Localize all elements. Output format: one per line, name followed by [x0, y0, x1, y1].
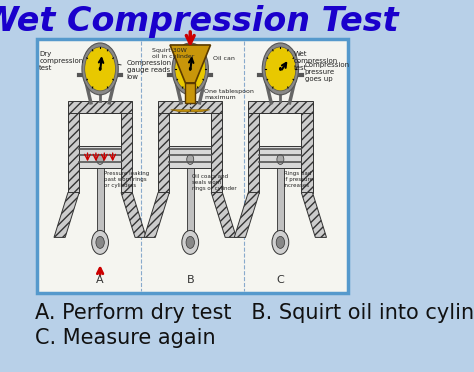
Bar [248, 101, 312, 113]
Bar [211, 113, 222, 193]
Circle shape [272, 230, 289, 254]
Bar [259, 146, 301, 168]
Text: Rings bad
if pressure
increases: Rings bad if pressure increases [284, 171, 313, 188]
Polygon shape [301, 193, 327, 237]
Polygon shape [171, 110, 210, 112]
Text: Oil coats and
seals worn
rings or cylinder: Oil coats and seals worn rings or cylind… [191, 174, 236, 191]
Circle shape [85, 47, 116, 91]
Polygon shape [54, 193, 79, 237]
Bar [158, 101, 222, 113]
Circle shape [186, 236, 194, 248]
Circle shape [277, 154, 284, 164]
Text: Pressure leaking
past worn rings
or cylinders: Pressure leaking past worn rings or cyli… [104, 171, 149, 188]
Circle shape [276, 236, 284, 248]
Circle shape [279, 67, 282, 71]
Text: A: A [96, 275, 104, 285]
Text: Dry
compression
test: Dry compression test [39, 51, 83, 71]
Circle shape [182, 230, 199, 254]
Circle shape [265, 47, 296, 91]
Circle shape [97, 154, 104, 164]
Text: C. Measure again: C. Measure again [35, 328, 216, 348]
Bar [169, 146, 211, 168]
Circle shape [91, 230, 109, 254]
Polygon shape [144, 193, 169, 237]
Bar [277, 168, 284, 243]
Text: C: C [276, 275, 284, 285]
Bar [68, 101, 132, 113]
Text: One tablespoon
maximum: One tablespoon maximum [204, 89, 254, 100]
Circle shape [189, 67, 191, 71]
FancyBboxPatch shape [37, 39, 348, 293]
Bar [79, 146, 121, 168]
Circle shape [96, 236, 104, 248]
Bar [187, 168, 194, 243]
Circle shape [175, 47, 206, 91]
Circle shape [187, 154, 194, 164]
Bar [185, 83, 195, 103]
Circle shape [99, 67, 101, 71]
Circle shape [262, 43, 299, 95]
Bar [158, 113, 169, 193]
Text: Wet Compression Test: Wet Compression Test [0, 4, 399, 38]
Text: Squirt 30W
oil in cylinder: Squirt 30W oil in cylinder [152, 48, 194, 59]
Text: Compression
pressure
goes up: Compression pressure goes up [299, 62, 350, 82]
Text: Oil can: Oil can [213, 56, 235, 61]
Text: Wet
compression
test: Wet compression test [294, 51, 338, 71]
Circle shape [172, 43, 209, 95]
Bar [68, 113, 79, 193]
Bar [97, 168, 104, 243]
Text: Compression
gauge reads
low: Compression gauge reads low [118, 60, 172, 80]
Polygon shape [170, 45, 210, 83]
Text: B: B [186, 275, 194, 285]
Bar [301, 113, 312, 193]
Text: A. Perform dry test   B. Squirt oil into cylinder: A. Perform dry test B. Squirt oil into c… [35, 303, 474, 323]
Circle shape [82, 43, 118, 95]
Polygon shape [234, 193, 259, 237]
Polygon shape [211, 193, 237, 237]
Bar [121, 113, 132, 193]
Bar [248, 113, 259, 193]
Polygon shape [121, 193, 146, 237]
